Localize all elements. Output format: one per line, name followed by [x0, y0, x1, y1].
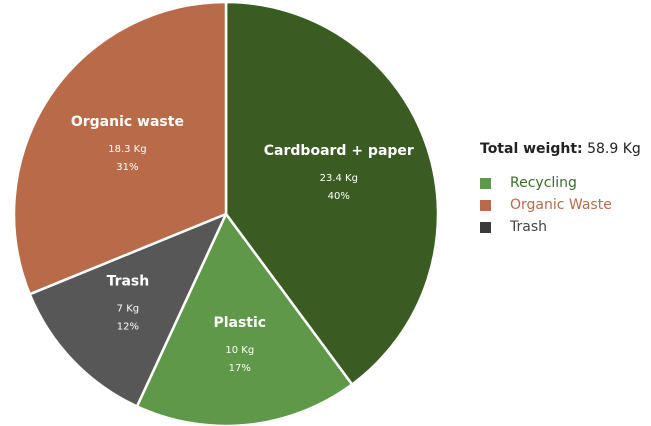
- legend-item-organic-waste: Organic Waste: [480, 195, 648, 215]
- slice-label-organic-waste: Organic waste: [71, 114, 184, 130]
- slice-percent-plastic: 17%: [229, 363, 251, 374]
- pie-slice-plastic: [135, 212, 354, 426]
- slice-percent-organic-waste: 31%: [116, 162, 138, 173]
- legend-swatch-recycling: [480, 177, 491, 189]
- slice-label-plastic: Plastic: [213, 315, 266, 331]
- total-weight: Total weight: 58.9 Kg: [480, 141, 648, 157]
- pie-slices: [12, 0, 440, 426]
- slice-label-trash: Trash: [107, 274, 150, 290]
- total-weight-label: Total weight:: [480, 141, 583, 157]
- slice-value-trash: 7 Kg: [117, 304, 139, 315]
- slice-value-cardboard-paper: 23.4 Kg: [320, 173, 358, 184]
- total-weight-value: 58.9 Kg: [587, 141, 641, 157]
- legend-swatch-trash: [480, 221, 491, 233]
- slice-percent-trash: 12%: [117, 322, 139, 333]
- legend-item-recycling: Recycling: [480, 173, 648, 193]
- legend-item-trash: Trash: [480, 217, 648, 237]
- legend-label-recycling: Recycling: [510, 175, 577, 191]
- pie-slice-organic-waste: [12, 0, 228, 296]
- legend-label-trash: Trash: [510, 219, 547, 235]
- legend: Total weight: 58.9 Kg Recycling Organic …: [480, 141, 648, 239]
- slice-label-cardboard-paper: Cardboard + paper: [264, 143, 414, 159]
- legend-label-organic-waste: Organic Waste: [510, 197, 612, 213]
- legend-swatch-organic-waste: [480, 199, 491, 211]
- slice-percent-cardboard-paper: 40%: [328, 191, 350, 202]
- pie-slice-cardboard-paper: [224, 0, 440, 386]
- slice-value-organic-waste: 18.3 Kg: [108, 144, 146, 155]
- slice-value-plastic: 10 Kg: [225, 345, 254, 356]
- pie-labels: Cardboard + paper 23.4 Kg 40% Plastic 10 Kg 1…: [71, 114, 414, 374]
- pie-slice-trash: [28, 212, 228, 408]
